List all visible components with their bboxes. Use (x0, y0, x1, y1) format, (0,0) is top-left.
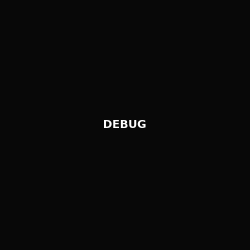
Text: DEBUG: DEBUG (103, 120, 147, 130)
